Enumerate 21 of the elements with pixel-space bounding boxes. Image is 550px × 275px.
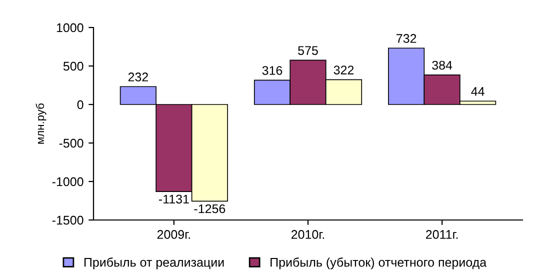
y-tick-label: 1000 bbox=[56, 23, 84, 32]
y-tick-label: -1000 bbox=[52, 177, 84, 186]
y-axis-title: млн.руб bbox=[36, 103, 46, 144]
data-label: 232 bbox=[128, 72, 148, 82]
y-tick-label: 500 bbox=[63, 62, 84, 71]
legend-label: Прибыль от реализации bbox=[84, 257, 224, 270]
data-label: 316 bbox=[262, 66, 282, 75]
data-label: 322 bbox=[334, 66, 354, 74]
data-label: 575 bbox=[298, 46, 318, 55]
data-label: -1131 bbox=[158, 194, 189, 204]
y-tick-label: -500 bbox=[59, 138, 84, 148]
data-label: 44 bbox=[471, 87, 484, 96]
data-label: 732 bbox=[396, 34, 416, 43]
y-tick-label: 0 bbox=[77, 100, 84, 110]
data-label: 384 bbox=[432, 60, 452, 70]
x-tick-label: 2010г. bbox=[291, 230, 324, 239]
x-tick-label: 2011г. bbox=[426, 230, 458, 239]
y-tick-label: -1500 bbox=[52, 216, 84, 225]
legend-label: Прибыль (убыток) отчетного периода bbox=[270, 257, 487, 270]
data-label: -1256 bbox=[194, 204, 226, 214]
x-tick-label: 2009г. bbox=[157, 230, 190, 239]
